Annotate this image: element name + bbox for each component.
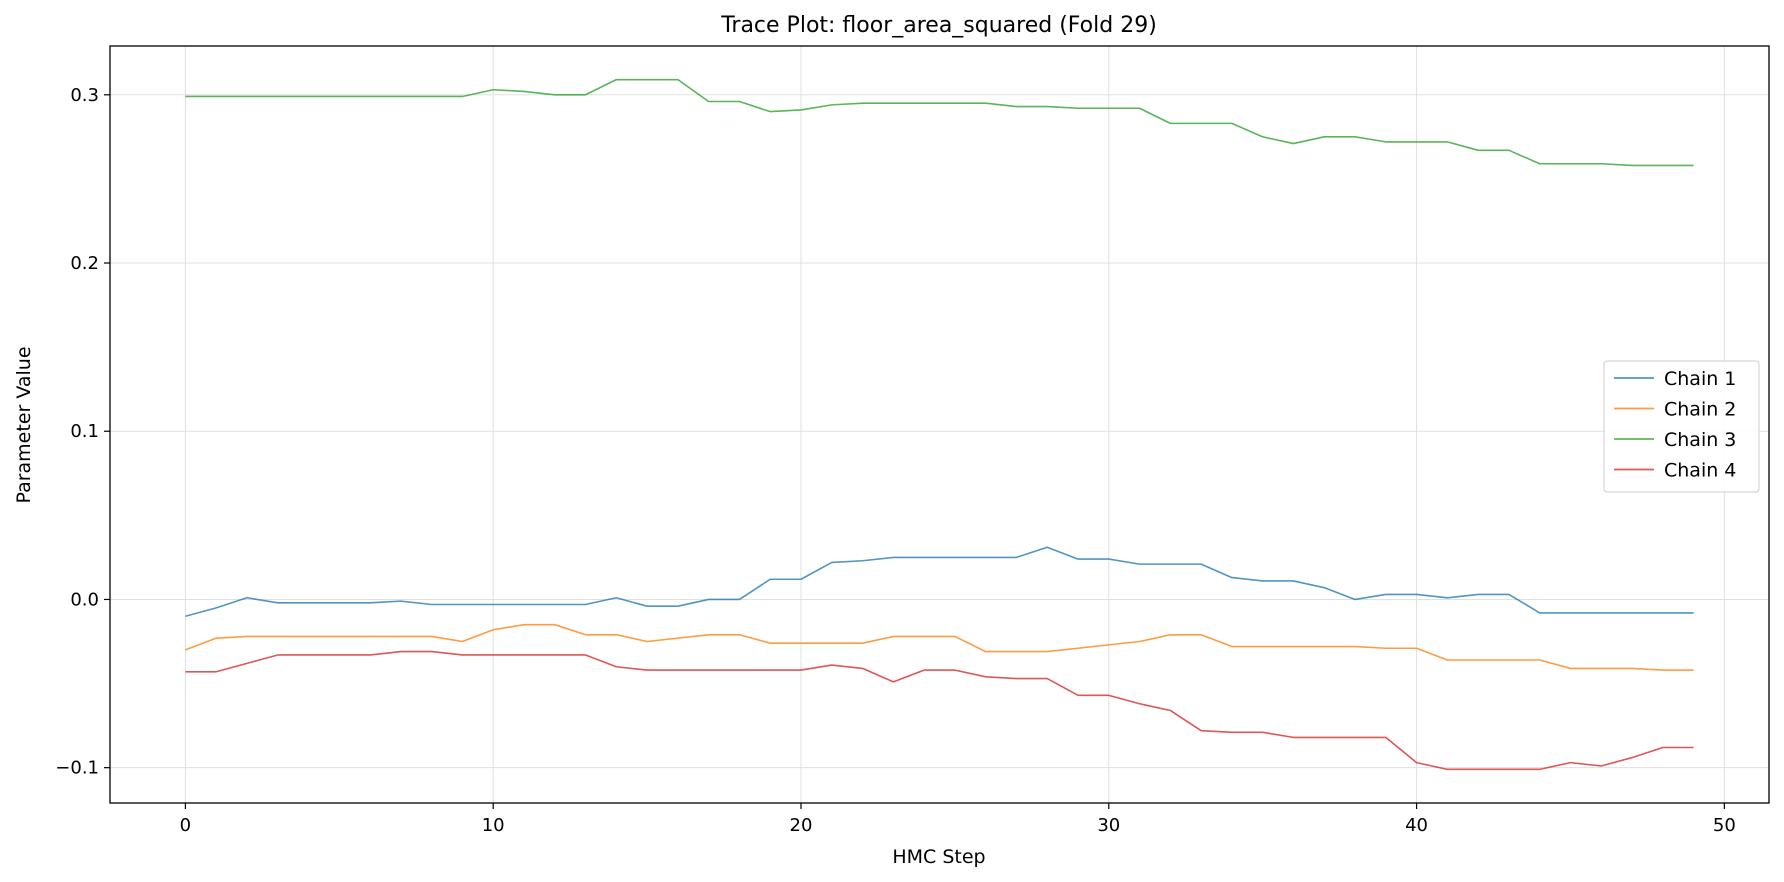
x-axis-ticks: 0 10 20 30 40 50 xyxy=(180,803,1736,836)
legend-label: Chain 2 xyxy=(1664,399,1736,421)
plot-area-frame xyxy=(109,45,1770,804)
y-tick-label: −0.1 xyxy=(55,758,99,779)
series-lines xyxy=(185,78,1694,771)
legend-label: Chain 4 xyxy=(1664,460,1736,482)
y-axis-ticks: −0.1 0.0 0.1 0.2 0.3 xyxy=(55,85,110,779)
series-line-chain-1 xyxy=(185,546,1694,618)
x-tick-label: 30 xyxy=(1097,815,1120,836)
series-line-chain-2 xyxy=(185,623,1694,671)
legend: Chain 1 Chain 2 Chain 3 Chain 4 xyxy=(1603,360,1760,493)
y-tick-label: 0.0 xyxy=(70,589,99,610)
y-tick-label: 0.3 xyxy=(70,85,99,106)
series-line-chain-4 xyxy=(185,650,1694,771)
x-tick-label: 10 xyxy=(482,815,505,836)
legend-label: Chain 1 xyxy=(1664,368,1736,390)
x-tick-label: 50 xyxy=(1713,815,1736,836)
x-tick-label: 40 xyxy=(1405,815,1428,836)
legend-box xyxy=(1603,360,1760,493)
y-tick-label: 0.1 xyxy=(70,421,99,442)
y-tick-label: 0.2 xyxy=(70,253,99,274)
x-axis-title: HMC Step xyxy=(892,846,985,868)
x-tick-label: 20 xyxy=(790,815,813,836)
series-line-chain-3 xyxy=(185,78,1694,167)
chart-title: Trace Plot: floor_area_squared (Fold 29) xyxy=(720,13,1157,38)
legend-label: Chain 3 xyxy=(1664,429,1736,451)
y-axis-title: Parameter Value xyxy=(13,346,35,503)
x-tick-label: 0 xyxy=(180,815,191,836)
